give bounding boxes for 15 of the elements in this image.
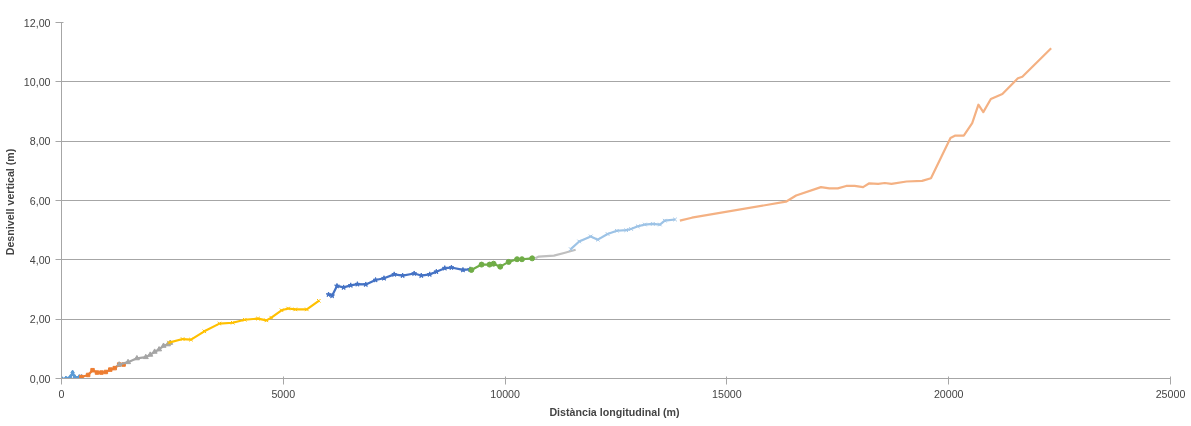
y-tick-label: 12,00 (23, 16, 51, 29)
y-tick-label: 2,00 (29, 313, 51, 326)
x-tick-label: 5000 (271, 387, 296, 400)
x-axis-title: Distància longitudinal (m) (549, 405, 681, 418)
y-tick-label: 0,00 (29, 372, 51, 385)
y-tick-label: 8,00 (29, 135, 51, 148)
x-tick-label: 20000 (933, 387, 964, 400)
y-tick-label: 6,00 (29, 194, 51, 207)
x-tick-label: 10000 (490, 387, 520, 400)
y-tick-label: 10,00 (23, 75, 51, 88)
x-tick-label: 25000 (1155, 387, 1186, 400)
x-tick-label: 15000 (712, 387, 742, 400)
y-tick-label: 4,00 (29, 253, 51, 266)
y-axis-title: Desnivell vertical (m) (3, 148, 16, 256)
x-tick-label: 0 (58, 387, 65, 400)
